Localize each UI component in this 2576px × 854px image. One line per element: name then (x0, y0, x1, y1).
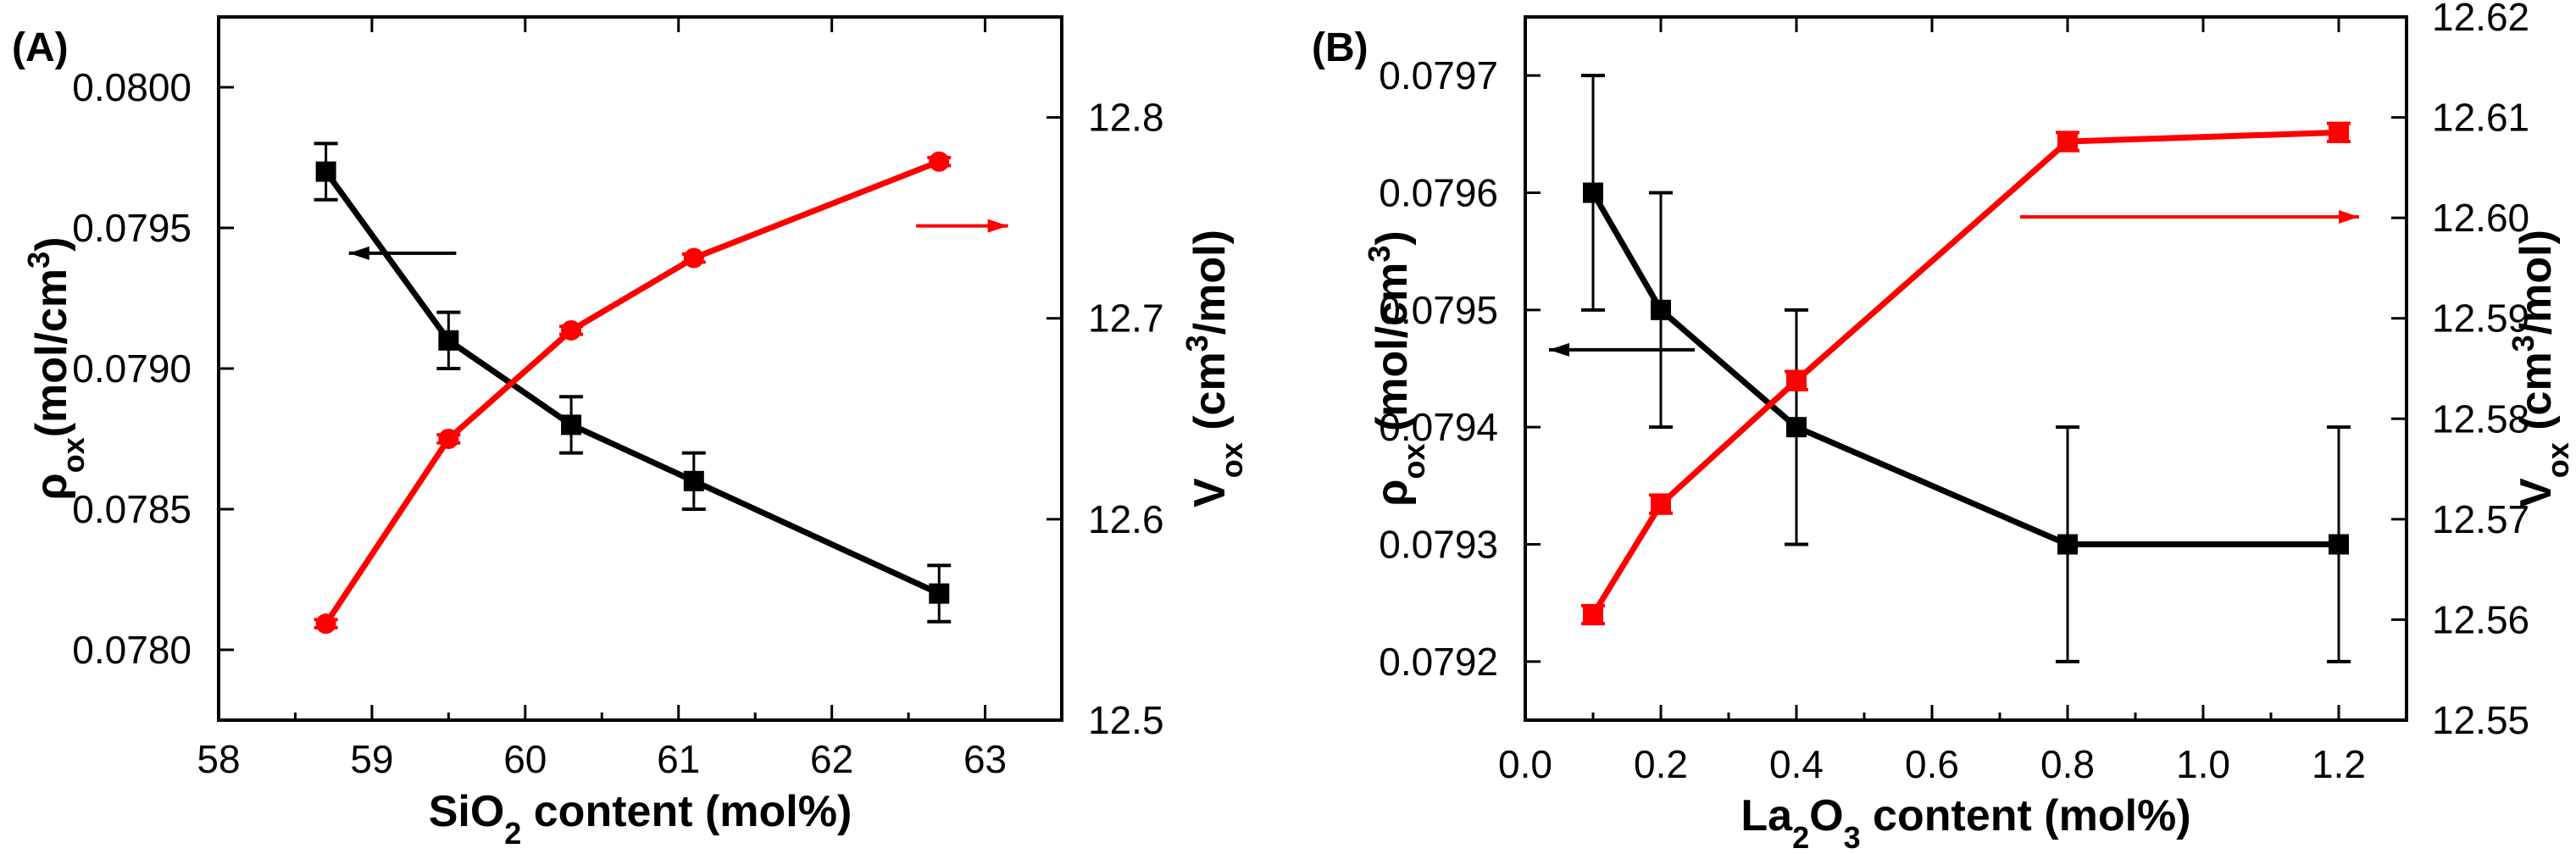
data-point-rho_ox (1583, 182, 1603, 203)
data-point-rho_ox (315, 161, 336, 182)
data-point-V_ox (1583, 604, 1603, 625)
data-point-V_ox (438, 429, 459, 449)
y-left-tick-label: 0.0800 (72, 65, 192, 109)
x-tick-label: 60 (503, 737, 547, 781)
y-right-tick-label: 12.57 (2432, 497, 2529, 541)
x-tick-label: 0.8 (2040, 742, 2095, 786)
x-tick-label: 0.4 (1769, 742, 1824, 786)
y-right-tick-label: 12.56 (2432, 597, 2529, 641)
data-point-rho_ox (1786, 417, 1807, 438)
x-tick-label: 0.0 (1498, 742, 1552, 786)
y-left-tick-label: 0.0792 (1379, 640, 1498, 684)
y-left-tick-label: 0.0796 (1379, 171, 1498, 215)
panel-a: 58 59 60 61 62 63 0.0780 0.0785 0.0790 0.0795 0.08… (12, 15, 1249, 851)
arrow-head (348, 246, 369, 260)
panel-label: (A) (12, 25, 69, 70)
y-right-axis-title: Vox (cm3/mol) (2506, 230, 2575, 507)
x-tick-label: 0.2 (1634, 742, 1688, 786)
data-point-rho_ox (683, 470, 704, 491)
y-left-tick-label: 0.0785 (72, 487, 192, 531)
x-tick-label: 59 (350, 737, 393, 781)
series-line-rho_ox (323, 169, 941, 596)
y-left-tick-label: 0.0780 (72, 628, 192, 672)
x-tick-label: 1.2 (2312, 742, 2366, 786)
panel-b: 0.0 0.2 0.4 0.6 0.8 1.0 1.2 0.0792 0.0793 0.0794 0… (1312, 0, 2575, 854)
plot-frame (217, 15, 1063, 722)
x-tick-label: 63 (963, 737, 1007, 781)
x-tick-label: 58 (197, 737, 240, 781)
data-point-rho_ox (2329, 534, 2349, 555)
x-tick-label: 1.0 (2176, 742, 2230, 786)
data-point-V_ox (929, 151, 950, 172)
y-left-axis-title: ρox(mol/cm3) (21, 237, 91, 501)
y-right-tick-label: 12.62 (2432, 0, 2529, 39)
data-point-rho_ox (929, 583, 950, 604)
y-right-tick-label: 12.7 (1088, 297, 1164, 341)
arrow-head (1549, 342, 1569, 357)
arrow-head (2339, 209, 2359, 224)
data-point-rho_ox (438, 330, 459, 351)
y-right-tick-label: 12.8 (1088, 96, 1164, 140)
y-right-axis-title: Vox (cm3/mol) (1180, 230, 1249, 507)
data-point-rho_ox (2057, 534, 2078, 555)
x-tick-label: 61 (657, 737, 700, 781)
data-point-rho_ox (1651, 299, 1671, 320)
y-right-tick-label: 12.6 (1088, 497, 1164, 541)
x-axis-title: SiO2 content (mol%) (429, 787, 852, 851)
y-left-tick-label: 0.0795 (1379, 288, 1498, 332)
y-left-tick-label: 0.0795 (72, 206, 192, 250)
data-point-V_ox (683, 247, 704, 269)
plot-frame (1524, 15, 2408, 722)
data-point-V_ox (1786, 370, 1807, 391)
y-right-tick-label: 12.61 (2432, 96, 2529, 140)
data-point-V_ox (561, 319, 582, 341)
panel-label: (B) (1312, 25, 1368, 70)
data-point-rho_ox (561, 414, 582, 435)
data-point-V_ox (315, 613, 336, 635)
y-left-tick-label: 0.0790 (72, 347, 192, 391)
y-left-tick-label: 0.0797 (1379, 53, 1498, 97)
x-tick-label: 0.6 (1905, 742, 1959, 786)
y-right-tick-label: 12.58 (2432, 396, 2529, 441)
y-right-tick-label: 12.59 (2432, 297, 2529, 341)
y-left-axis-title: ρox (mol/cm3) (1362, 230, 1431, 506)
y-right-tick-label: 12.5 (1088, 698, 1164, 742)
data-point-V_ox (1651, 494, 1671, 515)
series-line-rho_ox (1590, 191, 2339, 547)
arrow-head (987, 219, 1008, 233)
data-point-V_ox (2057, 131, 2078, 152)
y-right-tick-label: 12.60 (2432, 196, 2529, 240)
y-left-tick-label: 0.0793 (1379, 523, 1498, 567)
data-point-V_ox (2329, 122, 2349, 143)
y-right-tick-label: 12.55 (2432, 698, 2529, 742)
y-left-tick-label: 0.0794 (1379, 405, 1498, 449)
x-axis-title: La2O3 content (mol%) (1740, 791, 2190, 854)
x-tick-label: 62 (810, 737, 853, 781)
